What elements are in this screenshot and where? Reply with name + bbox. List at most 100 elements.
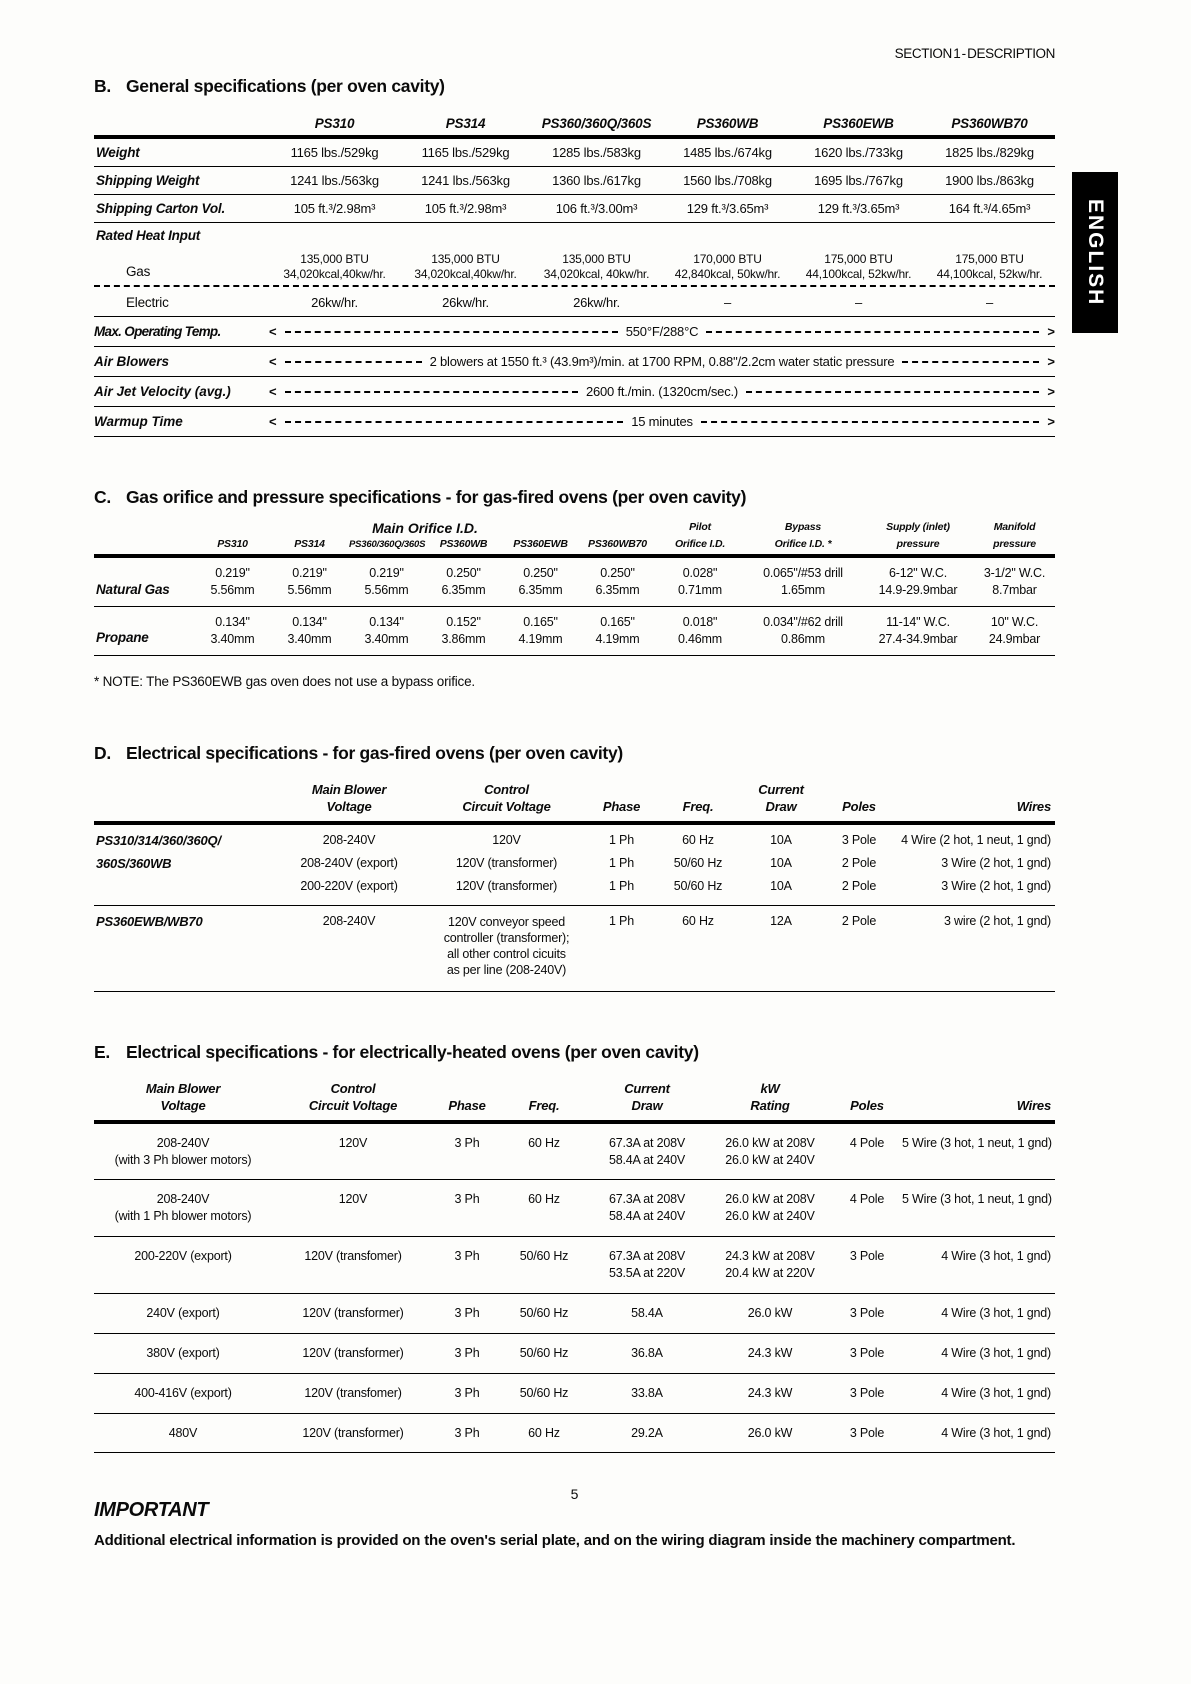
right-arrow-cap: > [1047,354,1056,369]
spec-value: 164 ft.³/4.65m³ [948,201,1031,216]
column-header: Current Draw [758,781,804,815]
column-header: PS360/360Q/360S [349,539,426,550]
electrical-value: 50/60 Hz [519,1385,569,1400]
spec-value: 26kw/hr. [442,295,489,310]
spec-row: Shipping Carton Vol. 105 ft.³/2.98m³ 105 f… [94,195,1055,223]
row-label: Electric [126,295,169,310]
electrical-value: 10A [770,832,792,847]
electrical-value: 3 Wire (2 hot, 1 gnd) [941,878,1051,893]
column-header: Control Circuit Voltage [462,781,551,815]
electrical-value: 60 Hz [528,1425,560,1440]
section-header: SECTION 1 - DESCRIPTION [894,46,1056,61]
spec-value: – [854,295,863,310]
spanning-spec-value: 2 blowers at 1550 ft.³ (43.9m³)/min. at … [429,354,895,369]
electrical-value: 3 Pole [849,1249,885,1264]
electrical-electric-table: Main Blower Voltage Control Circuit Voltage… [94,1075,1055,1454]
electrical-value: 3 Wire (2 hot, 1 gnd) [941,855,1051,870]
column-header: PS310 [217,538,248,550]
electrical-value: 67.3A at 208V 58.4A at 240V [609,1135,685,1167]
electrical-value: 208-240V [322,913,376,928]
section-e-heading: E. Electrical specifications - for electr… [94,1042,1055,1063]
spec-row: Weight 1165 lbs./529kg 1165 lbs./529kg 1285… [94,139,1055,167]
important-body: Additional electrical information is pro… [94,1532,1016,1550]
header-spacer [94,811,274,821]
electrical-value: 4 Wire (3 hot, 1 gnd) [941,1425,1051,1440]
electrical-value: 50/60 Hz [673,855,723,870]
dashed-leader [902,360,1040,363]
row-label: 480V [168,1425,198,1440]
section-c-letter: C. [94,487,111,507]
electrical-value: 4 Wire (3 hot, 1 gnd) [941,1345,1051,1360]
column-header: PS310 [314,116,355,131]
column-header-spacer [94,125,269,135]
electrical-electric-header-row: Main Blower Voltage Control Circuit Voltage… [94,1075,1055,1124]
orifice-value: 0.219" 5.56mm [287,566,332,597]
bypass-note: * NOTE: The PS360EWB gas oven does not u… [94,673,475,689]
row-label: Air Blowers [94,354,170,369]
heat-input-electric-row: Electric 26kw/hr. 26kw/hr. 26kw/hr. – – – [94,289,1055,317]
orifice-value: 0.134" 3.40mm [364,614,409,646]
electrical-value: 4 Wire (2 hot, 1 neut, 1 gnd) [901,832,1051,847]
electrical-gas-header-row: Main Blower Voltage Control Circuit Voltage… [94,776,1055,825]
group-label: Rated Heat Input [96,228,201,243]
row-label: Gas [126,264,151,279]
spec-value: 106 ft.³/3.00m³ [555,201,638,216]
spanning-spec-row: Warmup Time <15 minutes > [94,407,1055,437]
orifice-value: 6-12" W.C. 14.9-29.9mbar [878,566,958,597]
orifice-value: 0.250" 6.35mm [518,566,563,597]
electrical-value: 3 Pole [841,832,877,847]
electrical-gas-table: Main Blower Voltage Control Circuit Voltage… [94,776,1055,992]
electrical-value: 24.3 kW [747,1345,793,1360]
column-header: Poles [850,1098,884,1114]
electrical-value: 120V (transfomer) [304,1385,402,1400]
arrow-span: <2 blowers at 1550 ft.³ (43.9m³)/min. at… [269,354,1055,369]
spanning-spec-row: Air Jet Velocity (avg.) <2600 ft./min. (1… [94,377,1055,407]
gas-electric-divider [94,285,1055,287]
page-number: 5 [570,1486,579,1502]
row-label: 240V (export) [146,1305,220,1320]
spec-value: 129 ft.³/3.65m³ [817,201,900,216]
general-specs-table: PS310 PS314 PS360/360Q/360S PS360WB PS360EWB… [94,111,1055,437]
section-b-title: General specifications (per oven cavity) [126,76,445,96]
heat-input-gas-row: Gas 135,000 BTU 34,020kcal,40kw/hr. 135,000… [94,248,1055,284]
row-label: 380V (export) [146,1345,220,1360]
column-header: PS360EWB [513,538,568,550]
spec-value: 170,000 BTU 42,840kcal, 50kw/hr. [674,252,781,281]
spec-value: 129 ft.³/3.65m³ [686,201,769,216]
electrical-gas-row: PS360EWB/WB70 208-240V 120V conveyor speed… [94,910,1055,983]
spec-value: 1285 lbs./583kg [552,145,641,160]
electrical-value: 50/60 Hz [519,1305,569,1320]
row-label: Warmup Time [94,414,183,429]
orifice-header-row-2: PS310 PS314 PS360/360Q/360S PS360WB PS360EWB… [94,537,1055,558]
electrical-value: 120V [338,1135,368,1150]
column-header: PS360EWB [823,116,894,131]
column-header: Control Circuit Voltage [308,1080,398,1114]
column-header-bottom: Orifice I.D. [674,538,726,550]
dashed-leader [746,390,1040,393]
spec-value: 26kw/hr. [573,295,620,310]
section-d-heading: D. Electrical specifications - for gas-fi… [94,743,1055,764]
spanning-spec-row: Air Blowers <2 blowers at 1550 ft.³ (43.9… [94,347,1055,377]
main-orifice-header: Main Orifice I.D. [372,520,478,536]
electrical-value: 120V (transformer) [455,855,558,870]
electrical-value: 208-240V (export) [300,855,398,870]
row-label: 208-240V (with 1 Ph blower motors) [114,1192,252,1224]
electrical-value: 4 Wire (3 hot, 1 gnd) [941,1385,1051,1400]
orifice-value: 0.250" 6.35mm [595,566,640,597]
right-arrow-cap: > [1047,324,1055,339]
electrical-electric-row-grid: 208-240V (with 3 Ph blower motors) 120V 3 P… [94,1133,1055,1171]
orifice-value: 0.165" 4.19mm [518,614,563,646]
arrow-span: <2600 ft./min. (1320cm/sec.) > [269,384,1055,399]
electrical-value: 67.3A at 208V 53.5A at 220V [609,1249,685,1281]
left-arrow-cap: < [269,414,277,429]
electrical-electric-row: 240V (export) 120V (transformer) 3 Ph 50/60… [94,1294,1055,1334]
page-content: B. General specifications (per oven cavit… [94,0,1055,1552]
electrical-value: 1 Ph [609,913,634,928]
section-d-title: Electrical specifications - for gas-fire… [126,742,623,763]
electrical-value: 120V (transformer) [302,1345,404,1360]
electrical-value: 60 Hz [528,1135,560,1150]
electrical-value: 4 Pole [849,1135,885,1150]
electrical-value: 3 wire (2 hot, 1 gnd) [944,913,1051,928]
spec-value: 175,000 BTU 44,100kcal, 52kw/hr. [805,252,912,281]
